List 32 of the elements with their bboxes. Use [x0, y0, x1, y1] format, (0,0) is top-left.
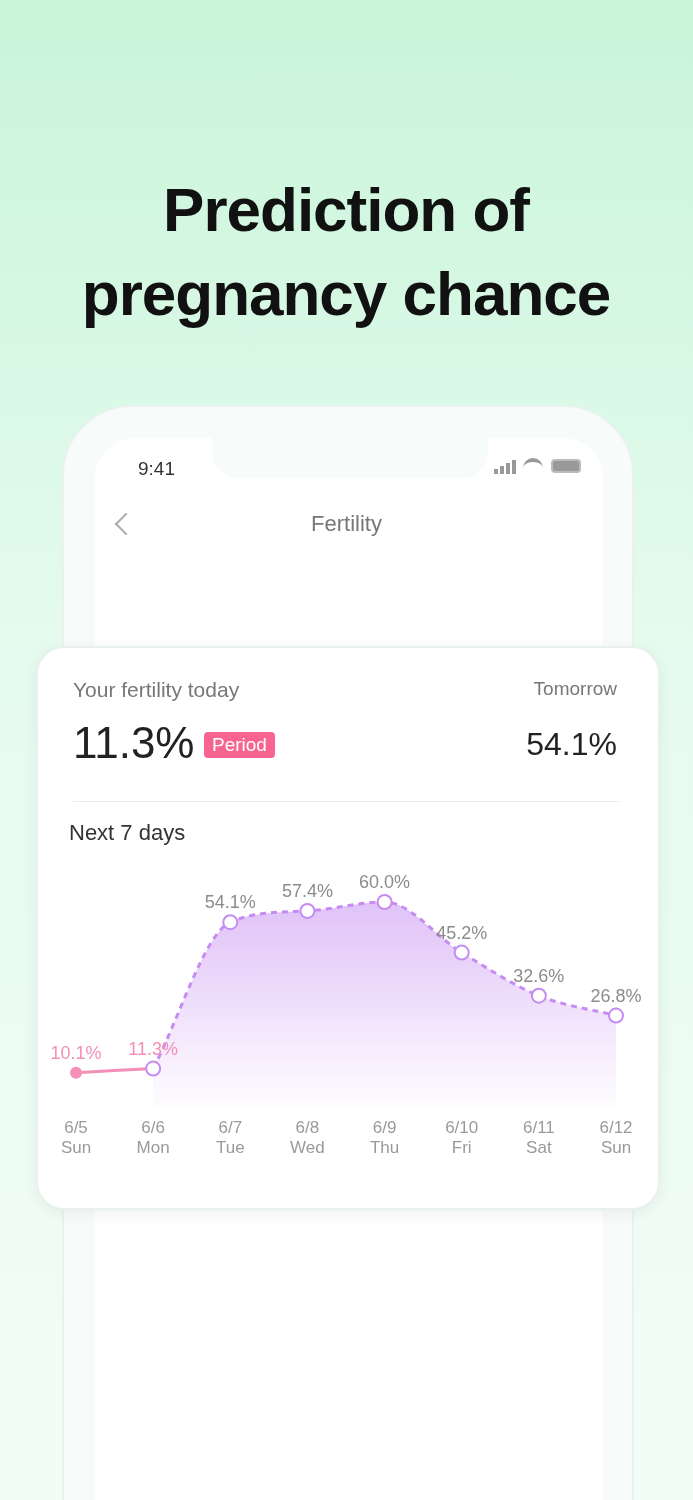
text: 11.3% — [73, 718, 195, 768]
text: Your fertility today — [73, 678, 240, 702]
point — [453, 944, 470, 961]
data-label: 11.3% — [128, 1038, 178, 1059]
data-label: 54.1% — [204, 892, 256, 913]
text: Prediction of pregnancy chance — [80, 174, 612, 330]
text: 54.1% — [526, 726, 617, 763]
chart-title: Next 7 days — [69, 820, 187, 846]
point — [70, 1066, 82, 1079]
data-label: 26.8% — [590, 985, 642, 1006]
x-tick-label: 6/10 Fri — [445, 1118, 479, 1158]
x-tick-label: 6/11 Sat — [522, 1118, 555, 1158]
text: 9:41 — [138, 458, 175, 480]
text: Fertility — [310, 511, 383, 537]
point — [530, 987, 547, 1004]
x-tick-label: 6/7 Tue — [215, 1118, 245, 1158]
data-label: 45.2% — [436, 922, 488, 943]
text: Tomorrow — [533, 678, 617, 700]
text: Period — [204, 732, 275, 758]
point — [608, 1007, 624, 1024]
x-tick-label: 6/6 Mon — [136, 1118, 170, 1158]
data-label: 10.1% — [50, 1042, 102, 1063]
x-tick-label: 6/5 Sun — [60, 1118, 92, 1158]
data-label: 60.0% — [359, 871, 411, 892]
data-label: 57.4% — [281, 880, 333, 901]
x-tick-label: 6/12 Sun — [599, 1118, 633, 1158]
x-tick-label: 6/9 Thu — [369, 1118, 400, 1158]
point — [376, 894, 393, 910]
data-label: 32.6% — [513, 965, 565, 986]
point — [222, 914, 239, 931]
point — [299, 902, 316, 919]
x-tick-label: 6/8 Wed — [290, 1118, 325, 1158]
